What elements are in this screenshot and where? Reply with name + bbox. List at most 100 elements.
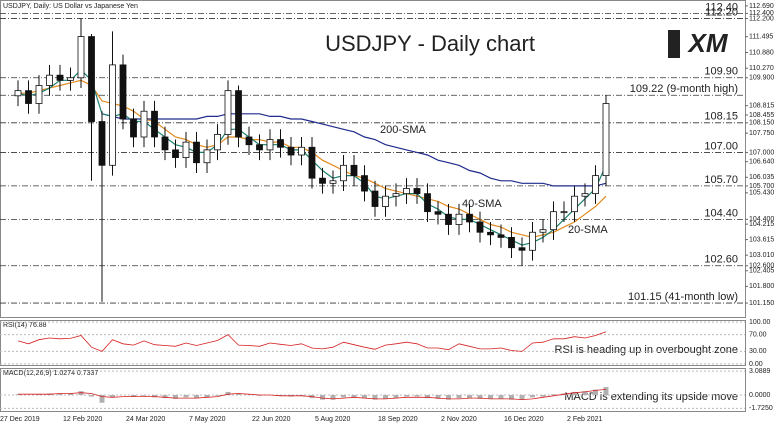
logo-text: XM [687,28,729,58]
candle-body [329,180,337,184]
macd-bar [194,395,199,399]
level-label: 105.70 [704,174,738,186]
series-label: 20-SMA [568,224,608,236]
y-tick-label: 103.615 [749,236,774,243]
candle-body [424,193,431,213]
rsi-annotation: RSI is heading up in overbought zone [555,344,738,356]
macd-bar [572,391,577,396]
candle-body [298,146,305,156]
candle-body [602,103,610,177]
candle-body [361,175,368,192]
candle-body [518,247,526,251]
candle-body [203,149,211,164]
macd-bar [89,395,94,397]
macd-bar [603,387,609,396]
candle-body [434,211,442,215]
y-tick-label: 109.900 [749,75,774,82]
candle-body [277,139,284,148]
macd-bar [509,395,514,400]
y-tick-label: 103.010 [749,252,774,259]
logo-mark [668,30,680,58]
macd-bar [362,395,367,399]
y-tick-label: -1.7250 [749,405,773,412]
macd-bar [141,395,147,396]
y-tick-label: 110.270 [749,65,774,72]
candle-body [392,193,400,197]
candle-body [67,77,74,81]
x-tick-label: 12 Feb 2020 [63,416,102,423]
macd-bar [393,395,399,399]
macd-bar [551,394,556,396]
candle-body [550,211,557,231]
level-label: 112.20 [705,6,738,18]
macd-bar [225,391,231,396]
macd-annotation: MACD is extending its upside move [564,391,738,403]
candle-body [539,229,547,233]
macd-bar [372,395,378,400]
candle-body [119,64,127,120]
y-tick-label: 101.800 [749,283,774,290]
macd-bar [162,395,168,399]
macd-header: MACD(12,26,9) 1.0274 0.7337 [3,370,98,377]
candle-body [46,74,53,86]
y-tick-label: 112.690 [749,3,774,10]
y-tick-label: 100.00 [749,319,771,326]
candle-body [455,213,463,225]
macd-bar [99,395,105,403]
candle-body [224,90,232,135]
candle-body [560,211,568,214]
candle-body [35,85,43,104]
y-tick-label: 108.815 [749,103,774,110]
candle-body [266,139,274,151]
level-label: 107.00 [704,140,738,152]
chart-header: USDJPY, Daily: US Dollar vs Japanese Yen [3,3,138,10]
candle-body [56,74,64,81]
macd-bar [446,395,451,400]
y-tick-label: 111.495 [749,34,773,41]
macd-bar [173,395,178,399]
macd-bar [341,395,346,398]
y-tick-label: 104.400 [749,216,774,223]
macd-bar [456,395,462,399]
macd-bar [320,395,325,400]
y-tick-label: 102.405 [749,268,774,275]
candle-body [592,175,599,195]
candle-body [214,134,221,151]
macd-bar [404,395,409,397]
y-tick-label: 105.430 [749,190,774,197]
y-tick-label: 112.400 [749,10,774,17]
candle-body [151,110,158,138]
candle-body [98,121,106,166]
candle-body [245,136,253,146]
candle-body [529,231,536,251]
macd-bar [36,394,42,396]
rsi-header: RSI(14) 76.88 [3,322,47,329]
x-tick-label: 7 May 2020 [189,416,226,423]
rsi-line [17,331,607,352]
x-tick-label: 22 Jun 2020 [252,416,291,423]
macd-bar [131,395,136,397]
candle-body [340,164,347,182]
candle-body [256,144,263,151]
macd-bar [477,395,483,399]
x-tick-label: 2 Feb 2021 [567,416,603,423]
y-tick-label: 3.0889 [749,368,771,375]
macd-bar [183,395,189,398]
candle-body [130,118,137,138]
macd-bar [498,395,504,399]
y-tick-label: 108.455 [749,112,774,119]
level-label: 108.15 [704,111,738,123]
y-tick-label: 0.0000 [749,392,771,399]
candle-body [88,36,95,122]
macd-bar [351,395,357,398]
level-label: 112.40 [705,1,738,13]
y-tick-label: 107.000 [749,149,774,156]
level-label: 104.40 [704,207,738,219]
candle-body [371,190,379,207]
y-tick-label: 70.00 [749,331,767,338]
macd-bar [530,395,535,398]
candle-body [140,110,148,138]
candle-body [319,177,326,184]
main-panel [0,0,746,318]
